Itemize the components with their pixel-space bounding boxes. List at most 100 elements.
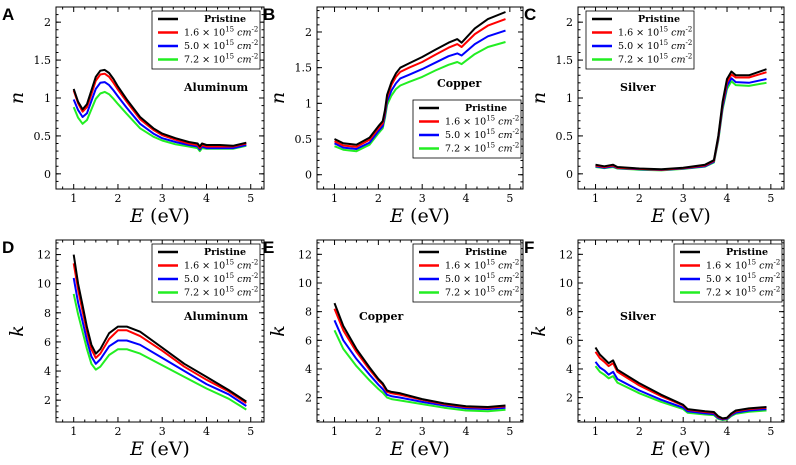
legend-label: Pristine (465, 103, 507, 114)
plot-frame (55, 239, 265, 423)
x-tick-label: 1 (70, 192, 77, 205)
y-tick-label: 8 (305, 306, 312, 319)
x-tick-label: 3 (159, 192, 166, 205)
panel-label: B (263, 5, 275, 24)
panel-a: A 1 2 3 4 5 0 0.5 1 1.5 2 E (eV) n Aluminum Pristine1.… (2, 5, 265, 227)
legend-label: 7.2 × 1015 cm-2 (445, 142, 519, 155)
series-line-3 (72, 90, 247, 153)
x-tick-label: 5 (247, 425, 254, 438)
legend-label: Pristine (204, 247, 246, 258)
y-tick-label: 6 (566, 334, 573, 347)
legend-label: 1.6 × 1015 cm-2 (184, 26, 258, 39)
x-tick-label: 5 (247, 192, 254, 205)
x-axis-label: E (eV) (389, 438, 450, 460)
y-axis-label: k (528, 325, 550, 337)
legend-label: 7.2 × 1015 cm-2 (184, 286, 258, 299)
material-label: Aluminum (183, 310, 249, 323)
x-tick-label: 4 (724, 425, 731, 438)
legend-label: 1.6 × 1015 cm-2 (618, 26, 692, 39)
series-line-0 (334, 11, 506, 146)
x-tick-label: 3 (419, 192, 426, 205)
x-tick-label: 4 (724, 192, 731, 205)
series-line-2 (333, 319, 506, 411)
y-tick-label: 2 (305, 26, 312, 39)
series-line-0 (594, 346, 767, 420)
x-tick-label: 2 (636, 192, 643, 205)
y-tick-label: 10 (298, 277, 312, 290)
y-tick-label: 4 (305, 363, 312, 376)
x-axis-label: E (eV) (650, 438, 711, 460)
x-tick-label: 4 (463, 192, 470, 205)
legend-label: 7.2 × 1015 cm-2 (445, 286, 519, 299)
panel-c: C 1 2 3 4 5 0 0.5 1 1.5 2 E (eV) n Silver Pristine1.6 … (524, 5, 785, 227)
x-tick-label: 1 (331, 192, 338, 205)
x-tick-label: 2 (375, 192, 382, 205)
series-line-2 (72, 277, 247, 407)
y-tick-label: 0.5 (34, 130, 52, 143)
legend-label: Pristine (465, 247, 507, 258)
series-line-0 (333, 302, 506, 408)
x-tick-label: 5 (767, 425, 774, 438)
legend-label: Pristine (204, 14, 246, 25)
panel-label: A (2, 5, 14, 24)
y-axis-label: k (6, 325, 28, 337)
y-tick-label: 4 (566, 363, 573, 376)
legend-label: 5.0 × 1015 cm-2 (445, 272, 519, 285)
series-line-0 (72, 254, 247, 403)
y-tick-label: 0 (305, 169, 312, 182)
x-tick-label: 4 (463, 425, 470, 438)
series-line-3 (72, 293, 247, 411)
y-tick-label: 2 (44, 394, 51, 407)
y-tick-label: 0 (44, 168, 51, 181)
y-tick-label: 10 (37, 278, 51, 291)
material-label: Copper (437, 77, 481, 90)
x-axis-label: E (eV) (129, 205, 190, 227)
material-label: Silver (620, 310, 656, 323)
material-label: Aluminum (183, 81, 249, 94)
x-tick-label: 2 (114, 425, 121, 438)
y-tick-label: 12 (37, 249, 51, 262)
y-tick-label: 8 (566, 306, 573, 319)
series-line-0 (72, 68, 247, 148)
x-tick-label: 5 (767, 192, 774, 205)
panel-label: D (2, 238, 14, 257)
y-tick-label: 8 (44, 307, 51, 320)
panel-label: F (524, 238, 534, 257)
y-tick-label: 1 (566, 92, 573, 105)
plot-frame (316, 6, 524, 190)
legend-label: 7.2 × 1015 cm-2 (706, 286, 780, 299)
x-tick-label: 5 (506, 192, 513, 205)
legend-label: 5.0 × 1015 cm-2 (184, 39, 258, 52)
x-tick-label: 1 (70, 425, 77, 438)
legend-label: 1.6 × 1015 cm-2 (445, 259, 519, 272)
y-tick-label: 12 (298, 248, 312, 261)
y-tick-label: 1.5 (295, 62, 313, 75)
y-tick-label: 1 (44, 92, 51, 105)
x-tick-label: 5 (506, 425, 513, 438)
legend-label: Pristine (726, 247, 768, 258)
series-line-1 (333, 308, 506, 409)
y-tick-label: 1.5 (556, 54, 574, 67)
y-tick-label: 0 (566, 168, 573, 181)
legend-label: 7.2 × 1015 cm-2 (618, 53, 692, 66)
panel-b: B 1 2 3 4 5 0 0.5 1 1.5 2 E (eV) n Copper Pristine1.6 … (263, 5, 524, 227)
y-axis-label: k (267, 325, 289, 337)
x-tick-label: 1 (331, 425, 338, 438)
series-line-3 (595, 80, 767, 172)
series-line-1 (72, 72, 247, 150)
legend-label: 5.0 × 1015 cm-2 (618, 39, 692, 52)
x-tick-label: 4 (203, 192, 210, 205)
legend-label: 1.6 × 1015 cm-2 (184, 259, 258, 272)
legend-label: 1.6 × 1015 cm-2 (706, 259, 780, 272)
x-tick-label: 4 (203, 425, 210, 438)
